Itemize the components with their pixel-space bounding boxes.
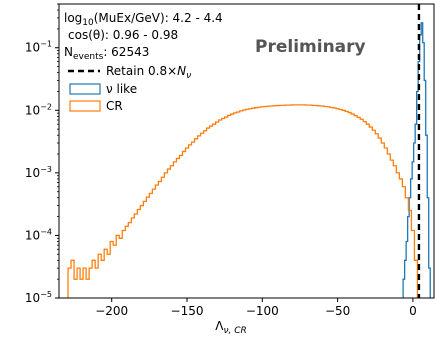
histogram-series	[67, 104, 419, 298]
annotation-cos-range: cos(θ): 0.96 - 0.98	[68, 28, 178, 42]
y-tick-label: 10−5	[25, 290, 52, 305]
x-tick-label: −50	[325, 304, 350, 318]
annotation-event-count: Nevents: 62543	[64, 45, 149, 62]
legend-swatch-cr	[69, 100, 101, 112]
legend-label-retain: Retain 0.8×Nν	[106, 64, 191, 81]
x-tick-label: −100	[246, 304, 279, 318]
legend-label-cr: CR	[106, 99, 123, 113]
y-tick-label: 10−1	[25, 40, 52, 55]
legend: Retain 0.8×Nν ν like CR	[68, 64, 191, 113]
y-tick-label: 10−2	[25, 102, 52, 117]
y-tick-label: 10−3	[25, 165, 52, 180]
x-tick-label: −150	[171, 304, 204, 318]
plot-frame	[58, 3, 435, 299]
legend-label-nu-like: ν like	[106, 82, 137, 96]
y-axis-ticks: 10−1 10−2 10−3 10−4 10−5	[25, 3, 59, 305]
x-tick-label: −200	[95, 304, 128, 318]
legend-swatch-nu-like	[69, 83, 101, 95]
y-tick-label: 10−4	[25, 227, 52, 242]
preliminary-watermark: Preliminary	[255, 37, 366, 57]
annotation-energy-range: log10(MuEx/GeV): 4.2 - 4.4	[64, 11, 223, 28]
series-layer	[67, 22, 431, 298]
x-axis-label: Λν, CR	[215, 319, 247, 336]
x-tick-label: 0	[409, 304, 417, 318]
histogram-series	[402, 22, 431, 298]
x-axis-ticks: −200 −150 −100 −50 0	[95, 298, 417, 318]
